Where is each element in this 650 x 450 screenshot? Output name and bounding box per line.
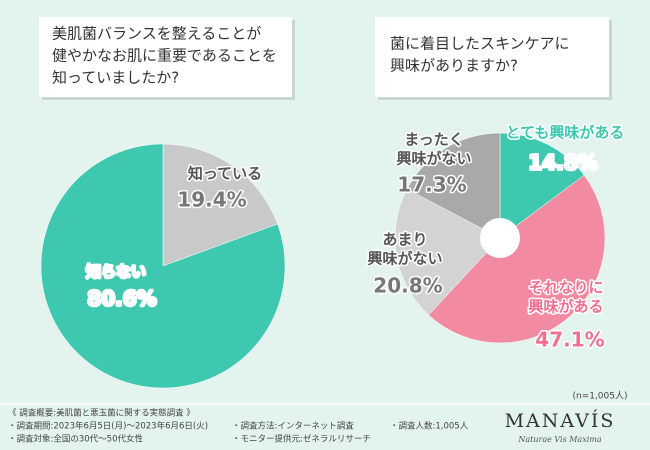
slice-label: それなりに (528, 279, 603, 297)
footer-heading: 《 調査概要:美肌菌と悪玉菌に関する実態調査 》 (8, 408, 195, 419)
chart-title: 健やかなお肌に重要であることを (52, 47, 277, 65)
slice-label: 興味がない (367, 250, 442, 268)
pie-slice (162, 143, 278, 267)
slice-label: 興味がある (528, 298, 603, 316)
slice-label: 知らない (86, 263, 146, 281)
brand-name: MANAVÍS (505, 409, 616, 432)
chart-title: 知っていましたか? (52, 69, 179, 87)
chart-title: 興味がありますか? (390, 57, 518, 75)
footer-item: ・調査人数:1,005人 (390, 421, 469, 432)
chart-title: 美肌菌バランスを整えることが (52, 25, 261, 43)
pie-slice (428, 174, 606, 344)
chart-title: 菌に着目したスキンケアに (390, 35, 570, 53)
slice-label: とても興味がある (506, 124, 625, 142)
slice-label: あまり (382, 231, 427, 249)
value-label: 47.1% (535, 328, 604, 352)
slice-label: まったく (404, 131, 463, 149)
value-label: 14.8% (528, 151, 597, 175)
value-label: 20.8% (373, 274, 442, 298)
footer-item: ・調査対象:全国の30代〜50代女性 (8, 434, 143, 445)
pie-slice (40, 143, 286, 389)
donut-hole (480, 218, 520, 258)
pie-slice (499, 132, 585, 239)
footer-item: ・調査期間:2023年6月5日(月)〜2023年6月6日(火) (8, 421, 208, 432)
pie-slice (406, 132, 501, 239)
slice-label: 興味がない (396, 150, 471, 168)
pie-slice (394, 188, 501, 316)
value-label: 80.6% (87, 287, 156, 311)
footer-item: ・モニター提供元:ゼネラルリサーチ (232, 434, 371, 445)
title-box (375, 17, 609, 97)
footer-item: ・調査方法:インターネット調査 (232, 421, 354, 432)
value-label: 19.4% (177, 188, 246, 212)
sample-note: (n=1,005人) (572, 391, 627, 402)
brand-tagline: Naturae Vis Maxima (517, 435, 601, 444)
value-label: 17.3% (397, 173, 466, 197)
title-box (39, 17, 292, 97)
slice-label: 知っている (188, 165, 262, 183)
